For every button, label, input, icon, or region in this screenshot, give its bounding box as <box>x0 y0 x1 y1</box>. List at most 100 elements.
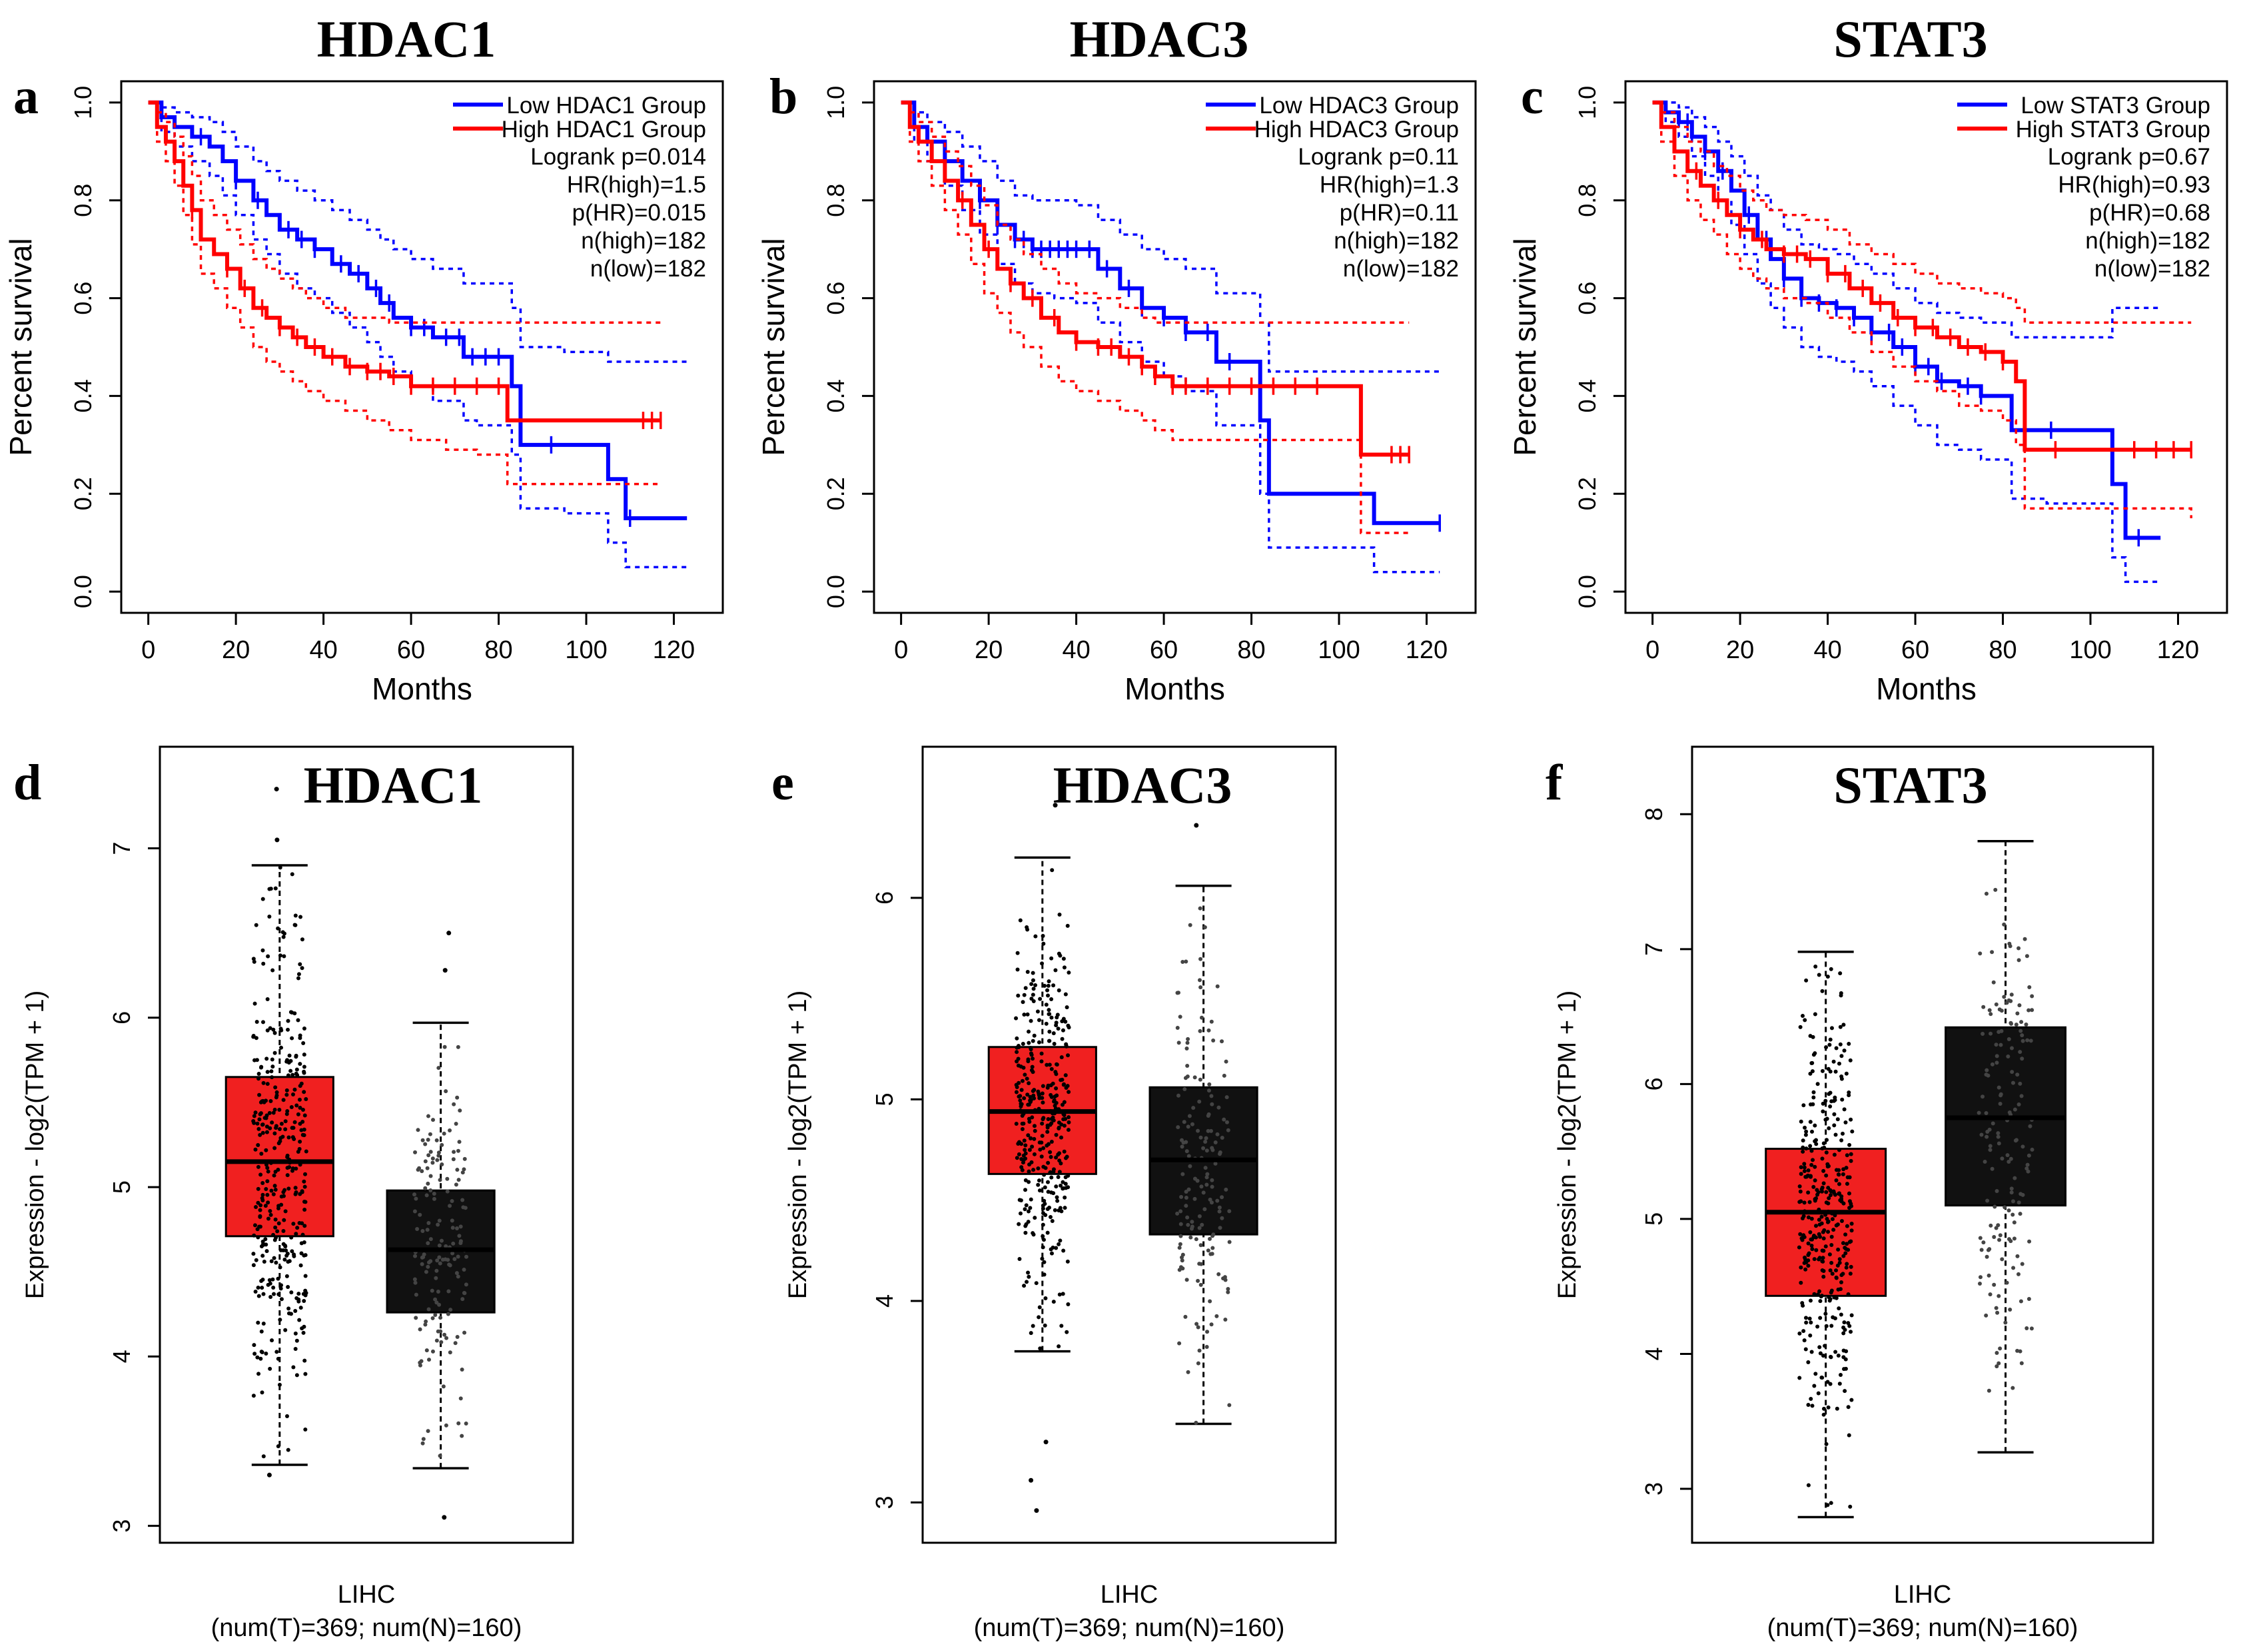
data-point <box>2025 1162 2030 1167</box>
data-point <box>1821 1406 1826 1411</box>
data-point <box>1177 1341 1182 1346</box>
data-point <box>1846 1321 1851 1326</box>
data-point <box>1026 1133 1031 1138</box>
data-point <box>1988 1144 1993 1148</box>
stat-text: p(HR)=0.11 <box>1340 200 1459 226</box>
data-point <box>296 972 301 977</box>
data-point <box>1227 1240 1232 1244</box>
data-point <box>252 1058 257 1062</box>
data-point <box>1843 1357 1848 1362</box>
y-tick-label: 0.4 <box>822 379 849 412</box>
chart-title: HDAC3 <box>1053 756 1232 814</box>
data-point <box>1055 1198 1060 1203</box>
data-point <box>1800 1301 1805 1306</box>
data-point <box>295 1226 300 1230</box>
data-point <box>1033 1216 1037 1220</box>
y-tick-label: 0.0 <box>69 575 97 608</box>
data-point <box>434 1138 439 1142</box>
ci-lower-line <box>1652 101 2161 584</box>
data-point <box>1806 1264 1811 1268</box>
data-point <box>1188 923 1192 927</box>
data-point <box>265 1082 270 1086</box>
data-point <box>1987 1388 1991 1393</box>
data-point <box>1198 1282 1203 1287</box>
data-point <box>1215 1198 1220 1203</box>
data-point <box>1848 1504 1853 1509</box>
data-point <box>1029 1068 1034 1072</box>
data-point <box>288 1058 293 1063</box>
data-point <box>1839 1138 1844 1142</box>
data-point <box>1993 887 1998 892</box>
data-point <box>1829 967 1833 971</box>
data-point <box>1797 1245 1801 1250</box>
data-point <box>294 1103 299 1108</box>
data-point <box>1057 1125 1061 1130</box>
data-point <box>2019 1020 2024 1025</box>
data-point <box>1797 1331 1802 1336</box>
data-point <box>1813 964 1818 969</box>
data-point <box>1849 1117 1853 1122</box>
data-point <box>1061 1082 1066 1087</box>
data-point <box>1029 1051 1033 1056</box>
data-point <box>1020 1168 1025 1172</box>
data-point <box>424 1270 428 1274</box>
data-point <box>274 1260 278 1265</box>
data-point <box>1817 1256 1822 1260</box>
data-point <box>285 1109 290 1114</box>
data-point <box>282 1257 287 1262</box>
stat-text: n(low)=182 <box>1343 256 1459 282</box>
data-point <box>1844 1265 1849 1270</box>
y-tick-label: 4 <box>108 1350 135 1363</box>
x-tick-label: 80 <box>1237 636 1265 664</box>
data-point <box>1981 1005 1986 1009</box>
data-point <box>2015 1011 2020 1016</box>
data-point <box>1196 1128 1200 1133</box>
data-point <box>445 1176 450 1181</box>
data-point <box>260 897 265 901</box>
data-point <box>2009 993 2014 997</box>
data-point <box>1186 1036 1190 1041</box>
data-point <box>436 1222 440 1227</box>
data-point <box>290 1249 294 1254</box>
data-point <box>2016 1272 2020 1276</box>
data-point <box>1803 1258 1808 1262</box>
data-point <box>1062 1149 1067 1154</box>
data-point <box>414 1196 418 1201</box>
y-tick-label: 0.2 <box>822 477 849 510</box>
data-point <box>286 1306 291 1311</box>
data-point <box>433 1297 438 1302</box>
stat-text: Logrank p=0.67 <box>2048 144 2210 170</box>
data-point <box>260 1239 265 1244</box>
data-point <box>1044 1003 1049 1007</box>
data-point <box>1061 957 1066 961</box>
data-point <box>1811 1235 1816 1240</box>
data-point <box>260 1122 264 1127</box>
data-point <box>441 1384 446 1389</box>
series-high <box>148 100 662 486</box>
data-point <box>2020 1033 2024 1038</box>
data-point <box>2000 1257 2005 1262</box>
data-point <box>1819 1189 1824 1194</box>
data-point <box>1028 1045 1033 1050</box>
data-point <box>1028 1206 1033 1210</box>
data-point <box>1848 1058 1853 1062</box>
data-point <box>1025 1092 1030 1097</box>
data-point <box>1034 1281 1039 1286</box>
data-point <box>304 1291 308 1296</box>
data-point <box>1841 1241 1845 1246</box>
x-tick-label: 20 <box>222 636 250 664</box>
data-point <box>1995 1188 1999 1193</box>
data-point <box>1045 1230 1050 1235</box>
data-point <box>260 1254 265 1258</box>
data-point <box>264 1249 269 1254</box>
data-point <box>1210 1246 1215 1250</box>
data-point <box>278 1286 283 1291</box>
data-point <box>301 1040 306 1045</box>
data-point <box>1985 1068 1989 1072</box>
data-point <box>428 1174 433 1178</box>
series-low <box>148 100 687 569</box>
data-point <box>1020 1078 1025 1083</box>
data-point <box>1818 1351 1823 1356</box>
survival-line <box>1652 100 2192 452</box>
data-point <box>1831 1315 1835 1320</box>
